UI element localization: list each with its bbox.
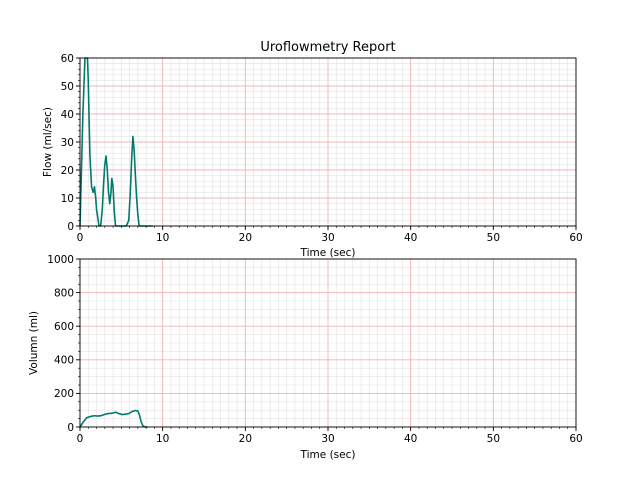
volume-x-tick-label: 0 [77, 433, 84, 445]
volume-x-tick-label: 60 [569, 433, 582, 445]
volume-y-tick-label: 800 [54, 287, 74, 299]
flow-x-tick-label: 0 [77, 232, 84, 244]
flow-x-tick-label: 40 [404, 232, 417, 244]
chart-title: Uroflowmetry Report [260, 40, 395, 55]
flow-x-tick-label: 50 [487, 232, 500, 244]
flow-y-tick-label: 40 [61, 109, 74, 121]
flow-panel: 0 10 20 30 40 50 60 0 10 20 30 40 50 60 [61, 53, 583, 244]
volume-x-tick-label: 20 [239, 433, 252, 445]
volume-y-tick-label: 400 [54, 355, 74, 367]
volume-y-tick-label: 600 [54, 321, 74, 333]
volume-y-tick-label: 1000 [47, 254, 74, 266]
flow-x-tick-label: 20 [239, 232, 252, 244]
flow-x-tick-label: 10 [156, 232, 169, 244]
flow-series-line [79, 57, 153, 227]
flow-y-tick-label: 0 [67, 221, 74, 233]
volume-y-axis-label: Volumn (ml) [28, 311, 40, 375]
flow-y-tick-label: 10 [61, 193, 74, 205]
flow-y-tick-label: 30 [61, 137, 74, 149]
flow-y-axis-label: Flow (ml/sec) [42, 107, 54, 177]
flow-y-tick-label: 20 [61, 165, 74, 177]
flow-x-tick-label: 30 [321, 232, 334, 244]
flow-y-tick-label: 60 [61, 53, 74, 65]
volume-x-tick-label: 50 [487, 433, 500, 445]
volume-x-axis-label: Time (sec) [300, 449, 356, 461]
flow-x-axis-label: Time (sec) [300, 247, 356, 259]
volume-x-tick-label: 40 [404, 433, 417, 445]
flow-y-tick-label: 50 [61, 81, 74, 93]
flow-x-tick-label: 60 [569, 232, 582, 244]
volume-series-line [79, 409, 148, 428]
volume-x-tick-label: 10 [156, 433, 169, 445]
volume-y-tick-label: 200 [54, 388, 74, 400]
volume-y-tick-label: 0 [67, 422, 74, 434]
volume-x-tick-label: 30 [321, 433, 334, 445]
